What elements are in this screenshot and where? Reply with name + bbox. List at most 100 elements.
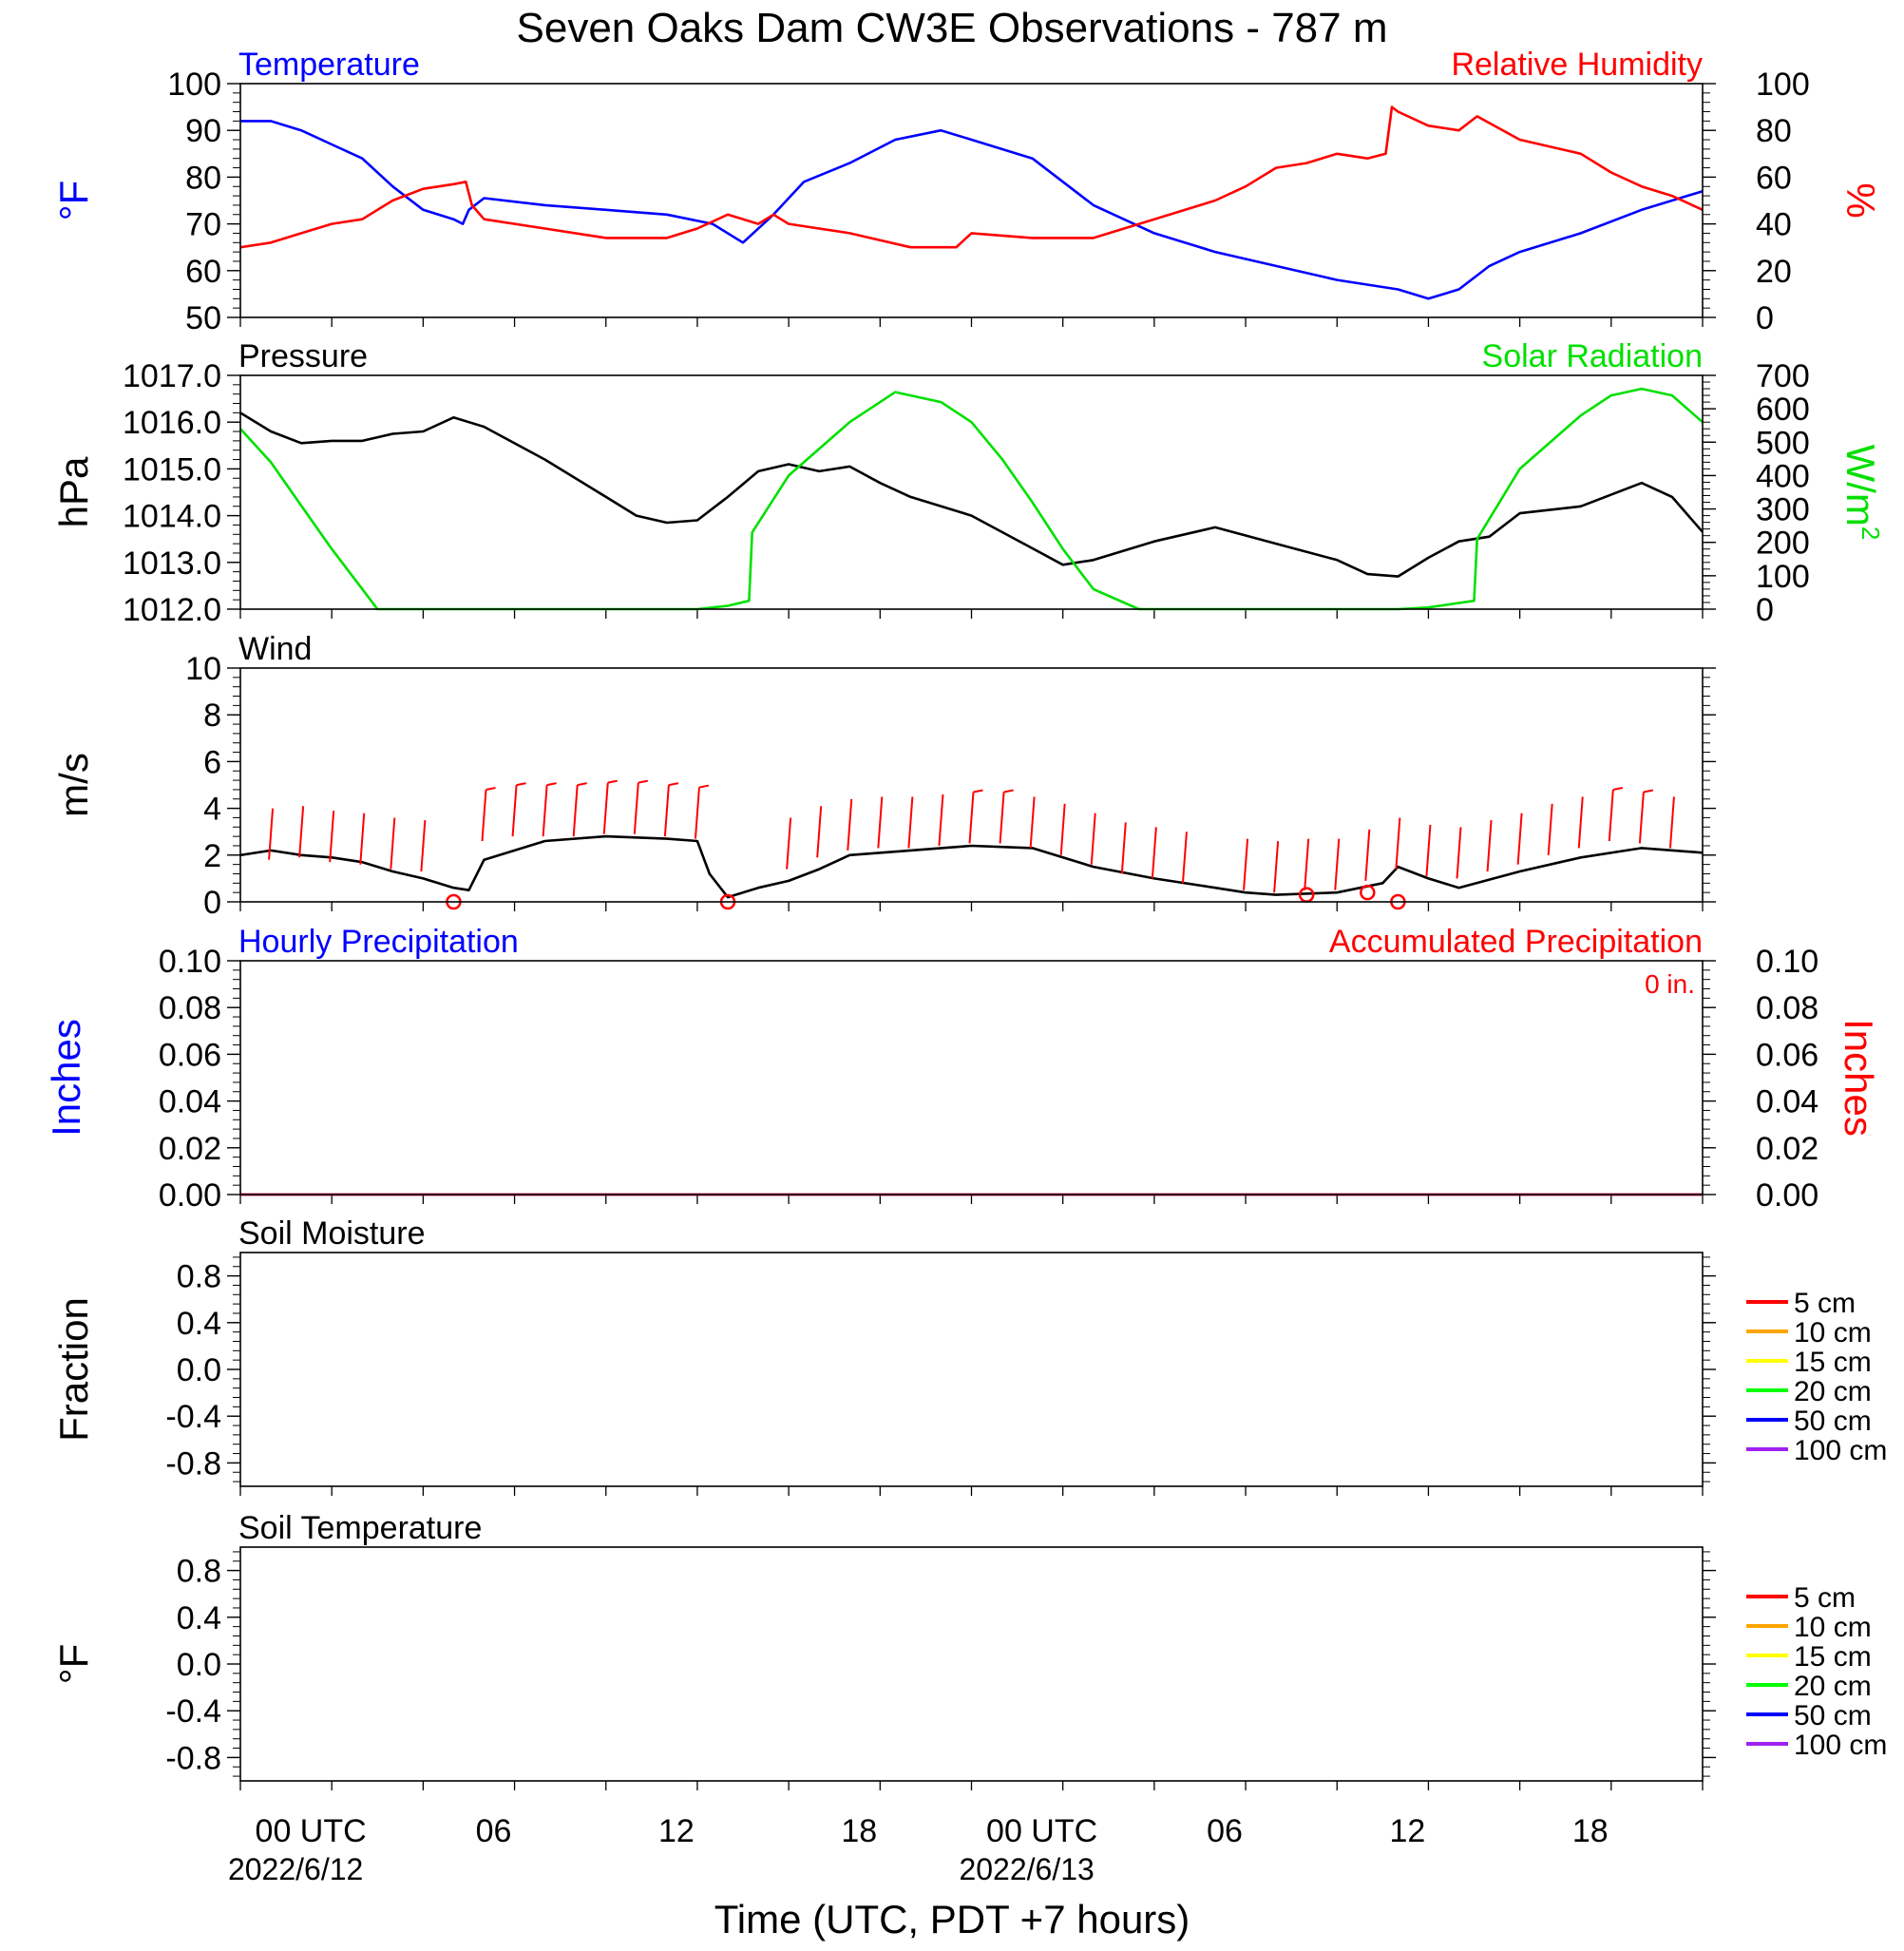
right-tick-label: 40 xyxy=(1756,207,1792,243)
wind-barb-staff xyxy=(1668,796,1675,849)
wind-barb-staff xyxy=(1059,803,1066,855)
wind-barb xyxy=(511,782,526,837)
panel-title-right: Relative Humidity xyxy=(1451,47,1703,83)
x-axis-label: Time (UTC, PDT +7 hours) xyxy=(714,1897,1190,1941)
left-tick-label: 70 xyxy=(185,207,221,243)
wind-barb-staff xyxy=(694,787,700,839)
left-tick-label: 6 xyxy=(203,744,221,780)
wind-barb xyxy=(694,784,710,839)
right-ticks: 0 20 40 60 80 100 xyxy=(1703,67,1810,336)
y-axis-label-left: hPa xyxy=(51,456,96,527)
panel-title-left: Soil Temperature xyxy=(238,1510,482,1546)
wind-barb xyxy=(1547,803,1553,855)
wind-barb xyxy=(1364,829,1371,881)
legend-label: 10 cm xyxy=(1794,1317,1872,1348)
right-ticks xyxy=(1703,1256,1716,1482)
wind-barb xyxy=(663,782,679,837)
legend-label: 15 cm xyxy=(1794,1641,1872,1673)
y-axis-label-left: °F xyxy=(51,181,96,220)
figure-title: Seven Oaks Dam CW3E Observations - 787 m xyxy=(517,5,1388,51)
right-ticks: 0.00 0.02 0.04 0.06 0.08 0.10 xyxy=(1703,944,1818,1214)
wind-barb-staff xyxy=(968,792,975,844)
wind-barb xyxy=(1273,841,1280,893)
left-tick-label: 0.06 xyxy=(159,1037,221,1073)
right-tick-label: 0 xyxy=(1756,592,1774,628)
wind-barb-staff xyxy=(420,819,427,872)
wind-barb-staff xyxy=(390,817,396,870)
left-ticks: 0.00 0.02 0.04 0.06 0.08 0.10 xyxy=(159,944,240,1214)
right-tick-label: 100 xyxy=(1756,559,1810,595)
wind-barb-staff xyxy=(786,817,792,870)
wind-barb xyxy=(1516,813,1523,865)
wind-barb xyxy=(1334,838,1341,890)
wind-barb xyxy=(1090,813,1096,865)
right-tick-label: 0.08 xyxy=(1756,990,1818,1026)
wind-barb-staff xyxy=(847,798,853,851)
wind-barb-flag xyxy=(698,784,710,789)
legend-label: 50 cm xyxy=(1794,1406,1872,1437)
series-line-temperature xyxy=(240,120,1704,300)
calm-wind-marker xyxy=(1360,884,1376,901)
right-tick-label: 0.00 xyxy=(1756,1177,1818,1214)
wind-barb xyxy=(1668,796,1675,849)
plot-frame xyxy=(239,960,1704,1195)
x-tick-label: 06 xyxy=(476,1813,512,1849)
wind-barb-staff xyxy=(633,782,639,834)
left-tick-label: 0.02 xyxy=(159,1131,221,1167)
panel-title-left: Soil Moisture xyxy=(238,1215,426,1252)
right-tick-label: 0 xyxy=(1756,300,1774,336)
wind-barb-staff xyxy=(1456,827,1462,879)
wind-barb xyxy=(268,808,275,860)
wind-barb xyxy=(1486,819,1493,872)
right-tick-label: 0.02 xyxy=(1756,1131,1818,1167)
wind-barb xyxy=(633,779,649,834)
wind-barb-staff xyxy=(268,808,275,860)
right-tick-label: 100 xyxy=(1756,67,1810,103)
wind-barb xyxy=(1181,832,1188,884)
x-tick-label: 12 xyxy=(658,1813,695,1849)
wind-barb xyxy=(1425,824,1432,877)
left-tick-label: 0.0 xyxy=(177,1352,221,1388)
wind-barb xyxy=(1059,803,1066,855)
wind-barb xyxy=(786,817,792,870)
wind-barb-flag xyxy=(607,779,618,784)
left-tick-label: 10 xyxy=(185,651,221,687)
wind-barb xyxy=(816,806,823,858)
wind-barb-flag xyxy=(546,782,557,787)
wind-barb-staff xyxy=(1547,803,1553,855)
left-tick-label: 1013.0 xyxy=(123,545,221,582)
wind-barb xyxy=(1395,817,1401,870)
series-group xyxy=(239,779,1704,910)
wind-barb xyxy=(1120,822,1127,874)
wind-barb xyxy=(1151,827,1157,879)
wind-barb xyxy=(390,817,396,870)
wind-barb-staff xyxy=(999,792,1005,844)
wind-barb-staff xyxy=(572,785,579,837)
left-tick-label: 8 xyxy=(203,698,221,734)
wind-barb xyxy=(877,796,884,849)
wind-barb xyxy=(542,782,557,837)
wind-barb-staff xyxy=(1273,841,1280,893)
left-ticks: -0.8 -0.4 0.0 0.4 0.8 xyxy=(165,1256,240,1482)
wind-barb xyxy=(1243,838,1249,890)
wind-barb xyxy=(1456,827,1462,879)
left-tick-label: 1015.0 xyxy=(123,451,221,488)
wind-barb-staff xyxy=(1516,813,1523,865)
y-axis-label-right: W/m2 xyxy=(1838,445,1885,541)
right-tick-label: 300 xyxy=(1756,492,1810,528)
left-tick-label: -0.4 xyxy=(165,1399,221,1435)
panel-title-right: Accumulated Precipitation xyxy=(1329,924,1703,960)
x-ticks xyxy=(239,1781,1704,1790)
wind-barb-staff xyxy=(1364,829,1371,881)
wind-barb xyxy=(938,794,944,847)
x-tick-label: 00 UTC xyxy=(986,1813,1097,1849)
wind-barb-staff xyxy=(907,796,914,849)
precip-total-annotation: 0 in. xyxy=(1645,969,1695,999)
left-tick-label: 4 xyxy=(203,792,221,828)
wind-barb-flag xyxy=(1643,789,1654,794)
y-axis-label-left: Inches xyxy=(44,1019,88,1137)
plot-frame xyxy=(239,374,1704,610)
left-tick-label: 2 xyxy=(203,838,221,874)
